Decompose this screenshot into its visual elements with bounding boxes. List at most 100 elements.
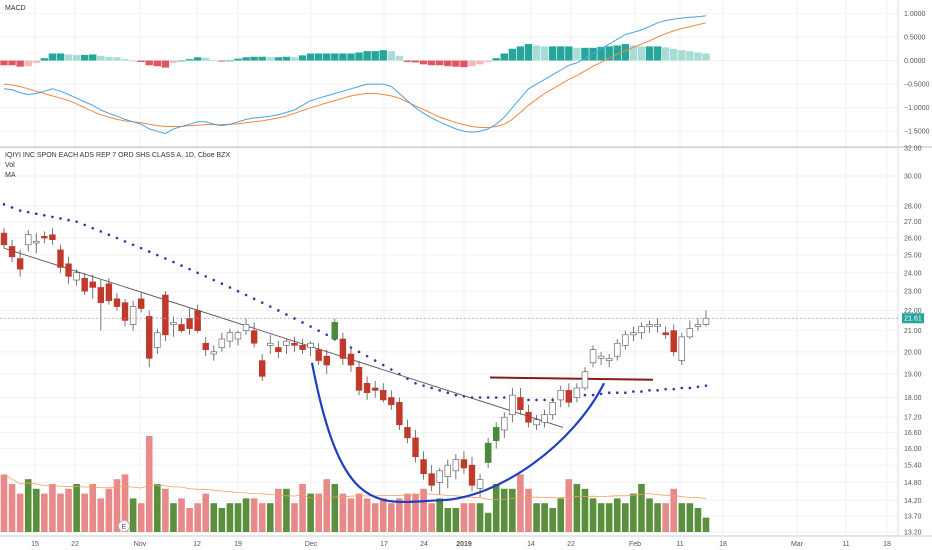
price-tick-label: 13.20 (904, 530, 922, 537)
candlestick (307, 341, 314, 357)
macd-histogram-bar (460, 60, 468, 68)
candlestick (146, 310, 153, 368)
candlestick (371, 380, 379, 398)
ma-dot (139, 246, 143, 250)
candlestick (129, 300, 137, 331)
x-tick-label: 12 (193, 541, 201, 548)
volume-bar (331, 484, 339, 532)
volume-bars (0, 436, 710, 532)
volume-bar (315, 493, 322, 532)
macd-histogram-bar (379, 50, 387, 61)
volume-bar (500, 488, 508, 532)
macd-histogram-bar (234, 58, 242, 61)
x-tick-label: 18 (719, 541, 727, 548)
volume-bar (307, 493, 314, 532)
ma-dot (10, 206, 14, 209)
price-tick-label: 17.20 (904, 415, 922, 422)
ma-dot (478, 396, 482, 399)
macd-histogram-bar (363, 51, 371, 61)
ma-dot (285, 313, 288, 316)
volume-ma-line (3, 474, 707, 500)
candlestick (137, 293, 145, 313)
volume-bar (218, 508, 226, 532)
earnings-marker-label: E (122, 524, 127, 531)
macd-y-axis: 1.0000 0.5000 0.0000 −0.5000 −1.0000 −1.5000 (904, 11, 930, 136)
macd-histogram-bar (282, 56, 291, 61)
ma-dot (414, 381, 417, 385)
macd-histogram-bar (395, 55, 404, 61)
ma-dot (607, 391, 611, 395)
macd-histogram-bar (48, 53, 57, 61)
price-tick-label: 14.80 (904, 480, 922, 487)
candlestick (89, 274, 96, 299)
macd-histogram-bar (72, 54, 81, 61)
macd-histogram-bar (573, 47, 581, 61)
macd-histogram-bar (468, 60, 476, 67)
ma-dot (430, 386, 433, 390)
macd-histogram-bar (193, 57, 202, 61)
macd-histogram-bar (40, 58, 49, 61)
volume-bar (428, 503, 435, 532)
candlestick (573, 383, 581, 403)
ma-dot (640, 390, 643, 393)
symbol-title: IQIYI INC SPON EACH ADS REP 7 ORD SHS CL… (5, 152, 230, 159)
volume-bar (678, 503, 686, 532)
x-tick-label: Nov (134, 541, 147, 548)
macd-histogram-bar (605, 46, 613, 61)
macd-histogram-bar (210, 60, 218, 61)
macd-histogram-bar (613, 45, 621, 61)
volume-bar (468, 503, 476, 532)
candlestick (630, 326, 637, 342)
moving-average-dots (2, 203, 708, 402)
macd-histogram-bar (629, 45, 638, 61)
candlestick (388, 390, 395, 410)
macd-histogram-bar (32, 60, 40, 63)
macd-histogram-bar (645, 46, 654, 61)
candlestick (234, 330, 242, 346)
candlestick (194, 304, 201, 333)
current-price-badge: 21.61 (902, 313, 924, 324)
candlestick (581, 367, 589, 391)
earnings-marker[interactable]: E (118, 520, 130, 532)
candlestick (162, 291, 169, 342)
volume-bar (702, 517, 710, 532)
volume-bar (41, 493, 48, 532)
volume-bar (565, 479, 573, 532)
ma-dot (131, 243, 135, 247)
volume-bar (597, 503, 605, 532)
candlestick (267, 334, 274, 354)
volume-bar (662, 503, 669, 532)
volume-bar (32, 488, 40, 532)
ma-dot (188, 267, 191, 271)
volume-bar (8, 484, 16, 532)
candlestick (25, 229, 32, 252)
candlestick (476, 473, 484, 498)
candlestick (509, 387, 516, 423)
candlestick (49, 228, 56, 245)
ma-dot (438, 389, 442, 392)
ma-dot (446, 391, 450, 395)
ma-dot (422, 384, 425, 387)
cup-pattern-curve (310, 362, 605, 504)
volume-bar (186, 508, 193, 532)
candlesticks (0, 228, 710, 498)
volume-bar (145, 436, 153, 532)
macd-histogram-bar (387, 51, 396, 61)
macd-histogram-bar (581, 47, 589, 61)
candlestick (501, 412, 508, 438)
macd-histogram-bar (242, 57, 250, 61)
macd-tick-label: −1.5000 (904, 129, 930, 136)
ma-dot (156, 253, 159, 257)
volume-bar (412, 493, 419, 532)
macd-histogram-bar (0, 60, 8, 66)
candlestick (202, 336, 209, 357)
volume-bar (323, 479, 331, 532)
candlestick (81, 272, 88, 295)
ma-dot (583, 393, 587, 397)
volume-bar (170, 503, 177, 532)
macd-title: MACD (5, 5, 26, 12)
candlestick (283, 338, 290, 354)
ma-dot (696, 385, 700, 389)
price-tick-label: 19.00 (904, 372, 922, 379)
candlestick (565, 383, 573, 408)
